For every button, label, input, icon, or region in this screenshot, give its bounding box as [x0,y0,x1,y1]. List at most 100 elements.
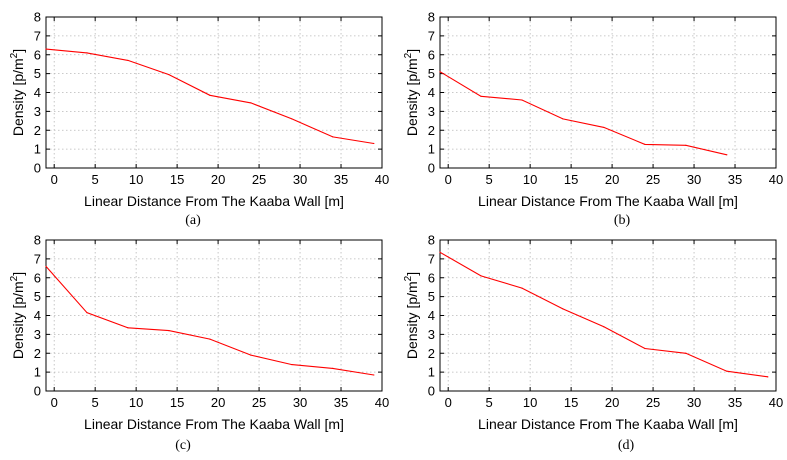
x-tick-label: 30 [687,395,701,410]
data-point [291,363,293,366]
y-tick-label: 0 [428,161,435,176]
data-point [373,374,375,376]
y-tick-label: 7 [428,251,435,266]
data-point [521,287,523,289]
y-tick-label: 4 [428,308,435,323]
data-point [726,154,728,156]
x-tick-label: 25 [646,395,660,410]
x-tick-label: 25 [646,172,660,187]
x-tick-label: 0 [445,172,452,187]
data-point [685,144,687,146]
x-tick-label: 25 [252,395,266,410]
panel-caption-a: (a) [185,213,201,228]
y-tick-label: 6 [428,270,435,285]
data-point [644,143,646,146]
data-point [127,327,129,329]
data-point [767,376,769,378]
x-tick-label: 0 [51,172,58,187]
x-tick-label: 30 [293,395,307,410]
y-tick-label: 8 [428,10,435,25]
y-tick-label: 2 [34,123,41,138]
y-axis-label-main: Density [p/m [10,58,26,136]
data-point [168,330,170,332]
data-point [332,136,334,138]
y-tick-label: 5 [34,66,41,81]
y-axis-label-tail: ] [404,272,420,276]
y-tick-label: 3 [428,104,435,119]
data-point [250,354,252,356]
x-tick-label: 30 [293,172,307,187]
data-point [332,367,334,369]
data-point [603,326,605,328]
y-tick-label: 0 [428,384,435,399]
y-tick-label: 3 [428,327,435,342]
y-tick-label: 4 [34,85,41,100]
y-tick-label: 5 [428,289,435,304]
data-point [480,275,482,277]
y-tick-label: 7 [34,28,41,43]
data-point [726,370,728,372]
data-point [291,118,293,120]
y-tick-label: 2 [428,346,435,361]
x-tick-label: 10 [523,395,537,410]
y-tick-label: 5 [34,289,41,304]
y-axis-label-main: Density [p/m [10,281,26,359]
y-axis-label-superscript: 2 [403,52,414,58]
y-axis-label-tail: ] [404,49,420,53]
x-tick-label: 15 [564,395,578,410]
y-tick-label: 3 [34,104,41,119]
data-point [439,71,441,73]
y-axis-label: Density [p/m2] [9,272,26,359]
x-tick-label: 5 [92,395,99,410]
x-tick-label: 35 [728,172,742,187]
data-point [168,73,170,76]
x-axis-label: Linear Distance From The Kaaba Wall [m] [84,416,344,432]
y-tick-label: 1 [428,142,435,157]
x-tick-label: 5 [486,395,493,410]
data-point [562,118,564,120]
x-tick-label: 15 [170,395,184,410]
data-point [209,94,211,96]
y-tick-label: 6 [428,47,435,62]
y-axis-label-superscript: 2 [9,275,20,281]
x-tick-label: 40 [375,172,389,187]
data-point [45,48,47,50]
y-tick-label: 1 [34,142,41,157]
x-tick-label: 30 [687,172,701,187]
y-tick-label: 0 [34,384,41,399]
x-axis-label: Linear Distance From The Kaaba Wall [m] [478,416,738,432]
y-tick-label: 8 [428,233,435,248]
x-tick-label: 0 [51,395,58,410]
y-tick-label: 6 [34,270,41,285]
x-tick-label: 20 [211,395,225,410]
x-tick-label: 10 [129,172,143,187]
panel-caption-c: (c) [175,438,191,453]
panel-caption-d: (d) [618,438,635,453]
y-axis-label: Density [p/m2] [403,272,420,359]
y-tick-label: 8 [34,10,41,25]
panel-caption-b: (b) [614,213,631,228]
x-tick-label: 40 [769,172,783,187]
x-tick-label: 20 [605,395,619,410]
x-tick-label: 35 [334,395,348,410]
y-tick-label: 4 [428,85,435,100]
x-tick-label: 20 [211,172,225,187]
y-tick-label: 7 [428,28,435,43]
y-tick-label: 2 [34,346,41,361]
y-tick-label: 5 [428,66,435,81]
x-tick-label: 20 [605,172,619,187]
data-point [209,338,211,340]
x-tick-label: 35 [728,395,742,410]
y-tick-label: 3 [34,327,41,342]
density-series-line [439,251,768,378]
x-tick-label: 10 [523,172,537,187]
y-axis-label-main: Density [p/m [404,58,420,136]
x-axis-label: Linear Distance From The Kaaba Wall [m] [478,193,738,209]
x-tick-label: 15 [170,172,184,187]
x-axis-label: Linear Distance From The Kaaba Wall [m] [84,193,344,209]
data-point [127,59,129,62]
density-series-line [439,71,727,156]
